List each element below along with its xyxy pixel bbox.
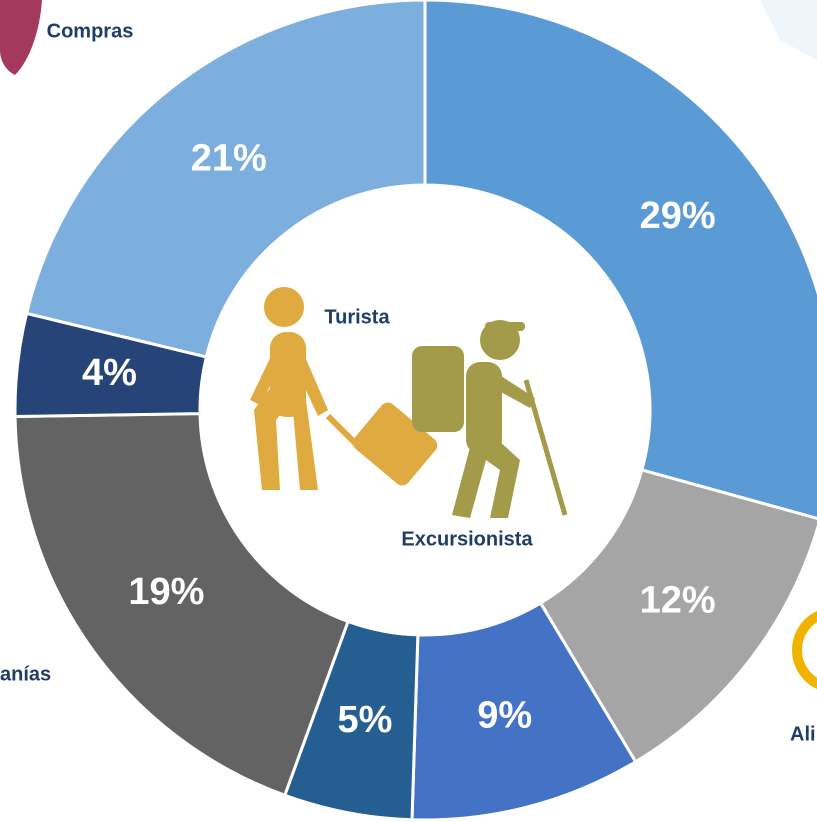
food-icon	[792, 610, 817, 690]
annotation: anías	[0, 663, 51, 685]
donut-segment	[13, 412, 350, 798]
donut-segment	[423, 0, 817, 520]
annotation: Compras	[47, 20, 134, 42]
data-label: 12%	[640, 579, 716, 621]
annotation: Ali	[790, 723, 816, 745]
data-label: 9%	[477, 694, 532, 736]
background-pattern	[760, 0, 817, 60]
shopping-icon	[0, 0, 42, 75]
data-label: 4%	[82, 352, 137, 394]
donut-segment	[24, 0, 427, 359]
data-label: 19%	[128, 571, 204, 613]
tourist-icon	[250, 287, 438, 490]
donut	[13, 0, 817, 822]
donut-segment	[538, 468, 817, 764]
annotation: Turista	[324, 306, 390, 328]
hiker-icon	[412, 320, 568, 518]
data-label: 29%	[640, 195, 716, 237]
data-label: 5%	[337, 699, 392, 741]
annotation: Excursionista	[401, 528, 533, 550]
data-label: 21%	[191, 137, 267, 179]
